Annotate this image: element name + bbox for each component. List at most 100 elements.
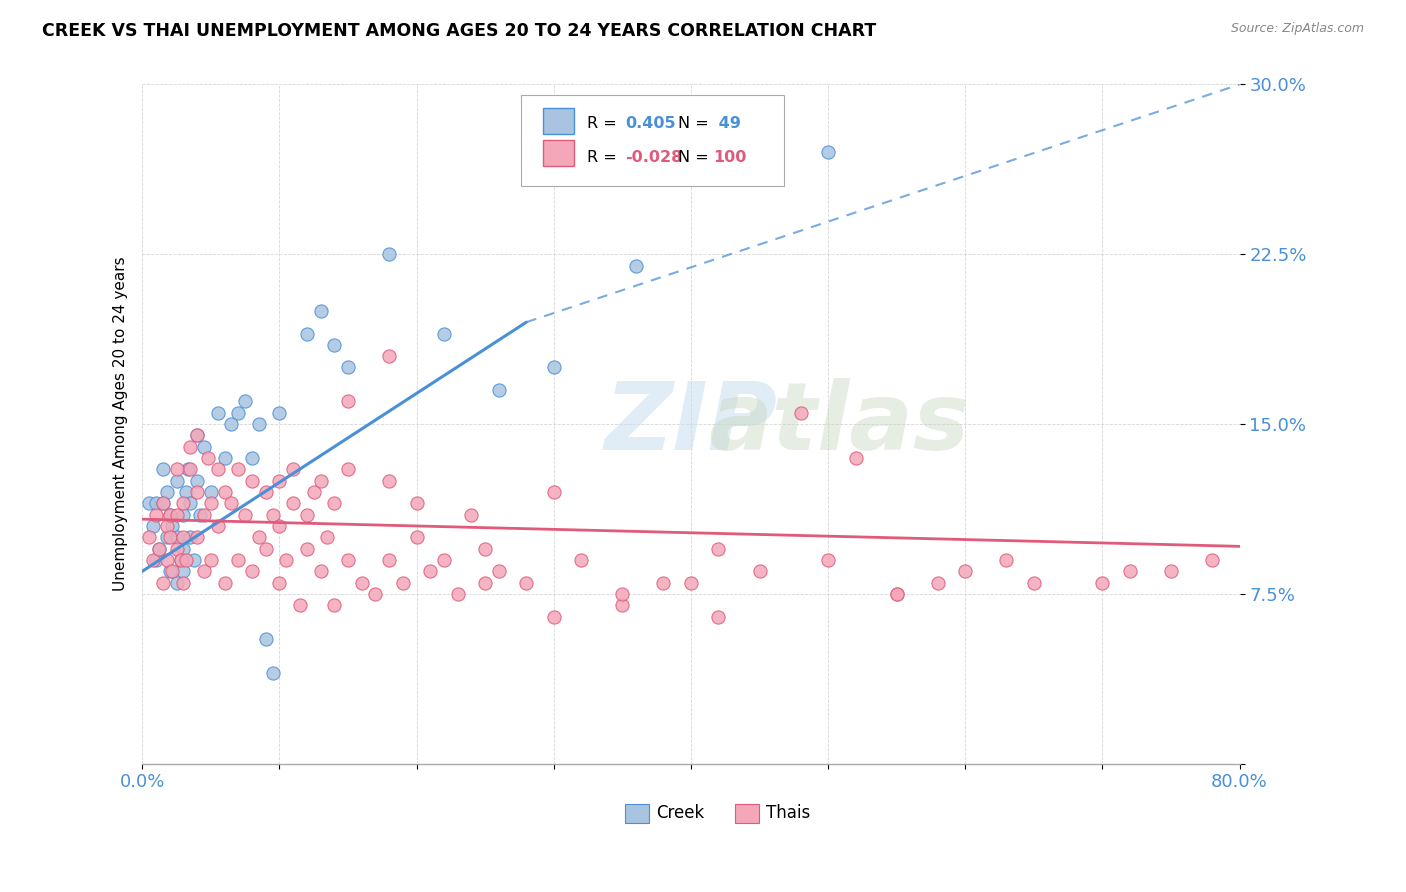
Point (152, 462, 174, 476)
Point (817, 145, 839, 160)
Point (488, 383, 510, 397)
Point (433, 326, 456, 341)
Point (166, 530, 188, 544)
Point (309, 564, 332, 578)
Point (543, 360, 565, 375)
Point (295, 508, 318, 522)
Point (350, 575, 373, 590)
Point (269, 406, 291, 420)
Point (186, 530, 208, 544)
Point (186, 428, 208, 442)
Point (707, 609, 730, 624)
Text: N =: N = (678, 116, 714, 131)
Point (207, 462, 229, 476)
Point (186, 485, 208, 500)
Point (269, 474, 291, 488)
Point (927, 575, 949, 590)
Point (707, 541, 730, 556)
Point (159, 564, 181, 578)
Point (288, 599, 311, 613)
Point (174, 485, 197, 500)
Point (316, 530, 339, 544)
Point (474, 575, 496, 590)
Text: CREEK VS THAI UNEMPLOYMENT AMONG AGES 20 TO 24 YEARS CORRELATION CHART: CREEK VS THAI UNEMPLOYMENT AMONG AGES 20… (42, 22, 876, 40)
Point (179, 440, 201, 454)
Point (323, 599, 346, 613)
Point (337, 394, 360, 409)
Point (226, 406, 249, 420)
Point (179, 496, 201, 510)
Point (214, 451, 236, 466)
Point (433, 553, 456, 567)
Text: Creek: Creek (655, 805, 704, 822)
Point (269, 519, 291, 533)
Point (200, 553, 222, 567)
Text: N =: N = (678, 150, 714, 165)
Point (295, 541, 318, 556)
Point (166, 462, 188, 476)
Point (302, 485, 325, 500)
Point (156, 485, 179, 500)
Point (378, 474, 401, 488)
Point (221, 417, 243, 431)
Point (159, 508, 181, 522)
Point (364, 587, 387, 601)
Point (283, 462, 305, 476)
Point (1160, 564, 1182, 578)
Point (226, 462, 249, 476)
Text: R =: R = (586, 150, 621, 165)
Point (172, 564, 194, 578)
Text: Source: ZipAtlas.com: Source: ZipAtlas.com (1230, 22, 1364, 36)
Point (886, 587, 908, 601)
Point (995, 553, 1018, 567)
Text: -0.028: -0.028 (626, 150, 682, 165)
Point (214, 575, 236, 590)
FancyBboxPatch shape (543, 108, 574, 134)
Point (156, 530, 179, 544)
Point (156, 519, 179, 533)
Text: atlas: atlas (709, 378, 970, 470)
Point (337, 462, 360, 476)
Point (172, 508, 194, 522)
Point (214, 485, 236, 500)
Y-axis label: Unemployment Among Ages 20 to 24 years: Unemployment Among Ages 20 to 24 years (114, 257, 128, 591)
Point (200, 496, 222, 510)
Text: R =: R = (586, 116, 621, 131)
Point (844, 451, 866, 466)
Point (378, 553, 401, 567)
Point (170, 553, 193, 567)
Point (295, 326, 318, 341)
Point (543, 609, 565, 624)
Point (138, 530, 160, 544)
Point (142, 519, 165, 533)
Point (233, 508, 256, 522)
Point (1022, 575, 1045, 590)
Point (1119, 564, 1142, 578)
Point (652, 575, 675, 590)
FancyBboxPatch shape (735, 804, 759, 822)
Text: 0.405: 0.405 (626, 116, 676, 131)
Point (447, 587, 470, 601)
Point (240, 451, 263, 466)
Point (337, 360, 360, 375)
Point (254, 541, 277, 556)
Point (378, 247, 401, 261)
Point (419, 564, 441, 578)
Point (193, 440, 215, 454)
Point (283, 496, 305, 510)
Point (543, 485, 565, 500)
Point (233, 394, 256, 409)
Point (207, 406, 229, 420)
Point (148, 541, 170, 556)
Point (1201, 553, 1223, 567)
Point (162, 564, 184, 578)
Point (179, 530, 201, 544)
Point (789, 406, 811, 420)
Point (405, 496, 427, 510)
Point (193, 508, 215, 522)
Point (323, 496, 346, 510)
Point (817, 553, 839, 567)
Point (142, 553, 165, 567)
Point (254, 485, 277, 500)
Point (624, 259, 647, 273)
